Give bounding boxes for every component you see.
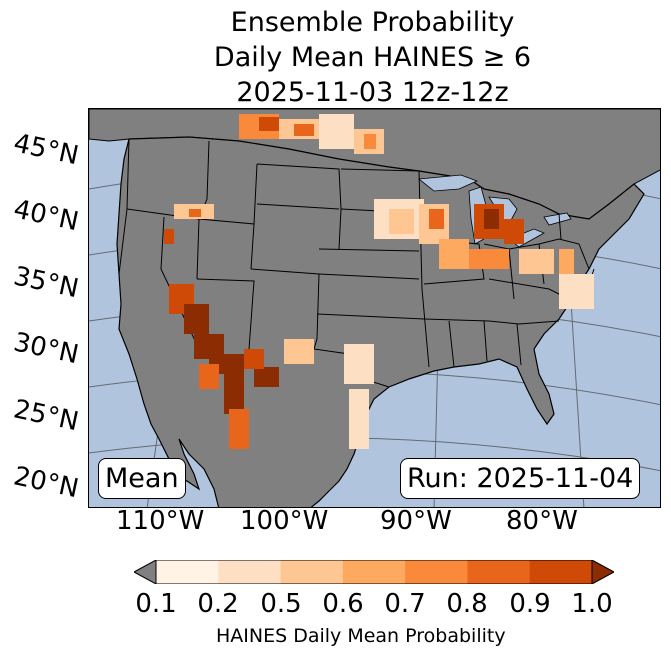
lat-label-45n: 45°N bbox=[10, 128, 82, 172]
colorbar-tick-6: 0.9 bbox=[509, 589, 551, 619]
colorbar-cell-6 bbox=[529, 560, 593, 584]
lon-label-90w: 90°W bbox=[380, 506, 452, 536]
lat-label-30n: 30°N bbox=[10, 327, 82, 371]
colorbar-cells bbox=[156, 560, 593, 584]
us-map bbox=[89, 109, 660, 507]
colorbar-cell-2 bbox=[280, 560, 344, 584]
colorbar-cell-4 bbox=[405, 560, 468, 584]
run-date-box: Run: 2025-11-04 bbox=[400, 458, 641, 499]
colorbar bbox=[134, 560, 614, 584]
lon-label-110w: 110°W bbox=[116, 506, 205, 536]
probability-field bbox=[164, 114, 594, 449]
title-line-3: 2025-11-03 12z-12z bbox=[236, 77, 509, 108]
colorbar-cell-5 bbox=[467, 560, 531, 584]
lat-label-25n: 25°N bbox=[10, 394, 82, 438]
lat-label-40n: 40°N bbox=[10, 194, 82, 238]
colorbar-tick-7: 1.0 bbox=[571, 589, 613, 619]
colorbar-over-arrow bbox=[591, 560, 614, 584]
title-line-1: Ensemble Probability bbox=[230, 7, 515, 38]
lon-label-100w: 100°W bbox=[240, 506, 329, 536]
colorbar-tick-5: 0.8 bbox=[446, 589, 488, 619]
colorbar-tick-0: 0.1 bbox=[135, 589, 177, 619]
colorbar-label: HAINES Daily Mean Probability bbox=[216, 625, 506, 647]
lon-label-80w: 80°W bbox=[506, 506, 578, 536]
colorbar-tick-3: 0.6 bbox=[322, 589, 364, 619]
colorbar-cell-3 bbox=[342, 560, 406, 584]
colorbar-tick-4: 0.7 bbox=[384, 589, 426, 619]
mean-label-box: Mean bbox=[98, 458, 186, 499]
map-panel bbox=[88, 108, 661, 508]
colorbar-cell-0 bbox=[156, 560, 219, 584]
colorbar-cell-1 bbox=[218, 560, 282, 584]
colorbar-outline bbox=[155, 560, 593, 584]
lat-label-20n: 20°N bbox=[10, 461, 82, 505]
colorbar-tick-2: 0.5 bbox=[260, 589, 302, 619]
title-line-2: Daily Mean HAINES ≥ 6 bbox=[213, 42, 532, 73]
colorbar-under-arrow bbox=[134, 560, 157, 584]
lat-label-35n: 35°N bbox=[10, 261, 82, 305]
colorbar-tick-1: 0.2 bbox=[197, 589, 239, 619]
